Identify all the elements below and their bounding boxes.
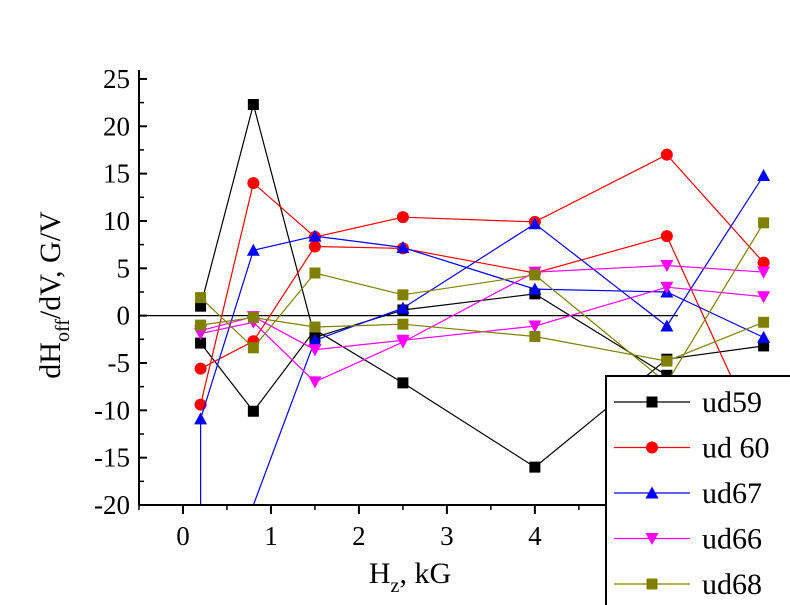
data-point (308, 333, 322, 346)
data-point (246, 243, 260, 256)
data-point (247, 177, 260, 190)
data-point (529, 269, 541, 281)
data-point (194, 412, 208, 425)
series-line (200, 235, 764, 505)
legend-label: ud67 (702, 477, 762, 510)
legend-marker (646, 396, 658, 408)
x-tick-label: 4 (528, 521, 542, 551)
data-point (397, 289, 409, 301)
data-point (194, 362, 207, 375)
data-point (195, 319, 207, 331)
data-point (660, 148, 673, 161)
data-point (195, 300, 207, 312)
data-point (309, 321, 321, 333)
series-line (200, 153, 765, 405)
series-2 (194, 169, 771, 505)
data-point (309, 267, 321, 279)
data-point (308, 240, 321, 253)
legend-item: ud59 (614, 386, 762, 419)
y-tick-label: 5 (117, 253, 131, 283)
legend-marker (646, 578, 658, 590)
data-point (247, 312, 259, 324)
x-axis-title: Hz, kG (369, 557, 451, 597)
data-point (247, 342, 259, 354)
y-tick-label: -20 (94, 490, 130, 520)
data-point (396, 334, 410, 347)
y-tick-label: 10 (103, 206, 130, 236)
legend-marker (645, 533, 659, 545)
data-point (528, 282, 542, 295)
y-tick-label: 0 (117, 301, 131, 331)
data-point (396, 240, 410, 253)
data-point (757, 169, 771, 182)
data-point (660, 259, 674, 272)
legend-item: ud67 (614, 477, 762, 510)
x-tick-label: 1 (264, 521, 278, 551)
data-point (758, 316, 770, 328)
x-tick-label: 3 (440, 521, 454, 551)
data-point (661, 355, 673, 367)
data-point (247, 99, 259, 110)
y-axis-title: dHoff/dV, G/V (34, 211, 74, 379)
data-point (396, 211, 409, 224)
series-4 (195, 217, 770, 389)
data-point (396, 301, 410, 314)
series-line (200, 286, 764, 351)
data-point (195, 337, 207, 349)
data-point (757, 330, 771, 343)
data-point (308, 344, 322, 357)
data-point (308, 229, 322, 242)
legend-marker (646, 441, 658, 454)
legend-label: ud68 (702, 568, 762, 601)
data-point (247, 405, 259, 417)
data-point (757, 256, 770, 269)
y-tick-label: -10 (94, 395, 130, 425)
y-tick-label: 25 (103, 64, 130, 94)
data-point (308, 376, 322, 389)
data-point (397, 377, 409, 389)
x-tick-label: 0 (176, 521, 190, 551)
data-point (195, 292, 207, 304)
legend-label: ud66 (702, 523, 762, 556)
legend-item: ud66 (614, 523, 762, 556)
series-line (200, 222, 765, 384)
data-point (528, 320, 542, 333)
legend-item: ud68 (614, 568, 762, 601)
legend-label: ud 60 (702, 432, 770, 465)
data-point (529, 461, 541, 473)
data-point (529, 330, 541, 342)
legend-label: ud59 (702, 386, 762, 419)
y-tick-label: -5 (108, 348, 131, 378)
data-point (758, 217, 770, 229)
x-tick-label: 2 (352, 521, 366, 551)
data-point (397, 318, 409, 330)
legend-box (605, 375, 790, 605)
y-tick-label: 20 (103, 111, 130, 141)
data-point (660, 230, 673, 243)
data-point (757, 291, 771, 304)
data-point (660, 281, 674, 294)
data-point (758, 340, 770, 352)
data-point (528, 217, 542, 230)
data-point (660, 319, 674, 332)
data-point (757, 266, 771, 279)
series-3 (194, 259, 771, 389)
legend-item: ud 60 (614, 432, 770, 465)
series-line (200, 316, 764, 362)
legend: ud59 ud 60 ud67 ud66 ud68 (605, 375, 790, 605)
series-line (252, 175, 765, 505)
y-tick-label: 15 (103, 159, 130, 189)
y-tick-label: -15 (94, 443, 130, 473)
legend-marker (645, 486, 659, 499)
